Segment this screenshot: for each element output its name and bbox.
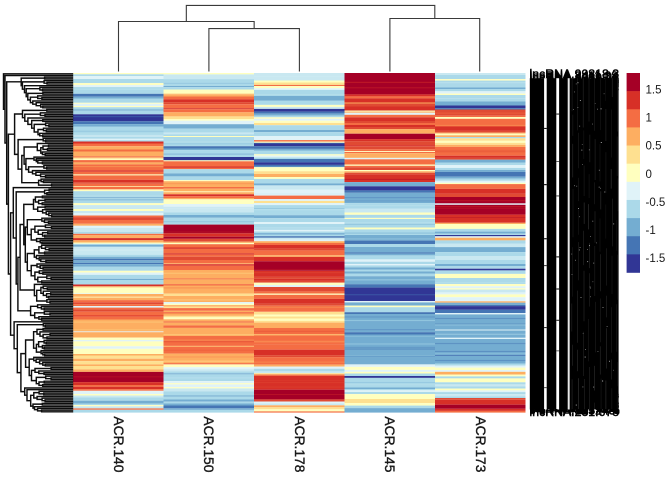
svg-text:1: 1 <box>646 113 652 125</box>
svg-text:ACR.150: ACR.150 <box>201 416 216 472</box>
svg-text:-0.5: -0.5 <box>646 197 666 209</box>
svg-text:lncRNA.99818.3: lncRNA.99818.3 <box>530 67 620 81</box>
svg-text:0.5: 0.5 <box>646 141 662 153</box>
svg-text:ACR.173: ACR.173 <box>473 416 488 472</box>
svg-text:-1.5: -1.5 <box>646 253 666 265</box>
svg-text:1.5: 1.5 <box>646 85 662 97</box>
svg-text:ACR.140: ACR.140 <box>111 416 126 472</box>
svg-text:ACR.178: ACR.178 <box>292 416 307 472</box>
svg-text:-1: -1 <box>646 225 656 237</box>
svg-text:0: 0 <box>646 169 652 181</box>
svg-text:ACR.145: ACR.145 <box>382 416 397 472</box>
